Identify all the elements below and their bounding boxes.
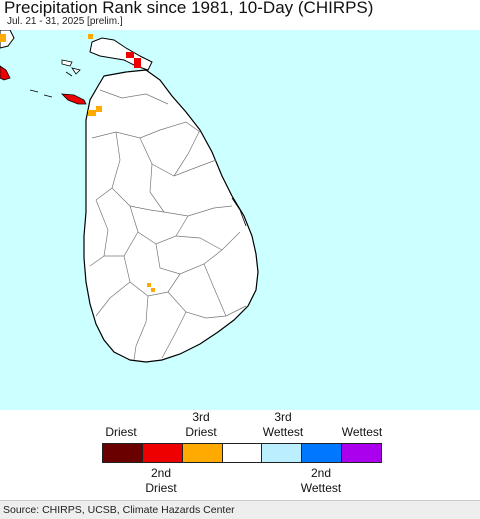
- footer-bar: Source: CHIRPS, UCSB, Climate Hazards Ce…: [0, 500, 480, 519]
- india-third-driest-cell: [0, 34, 6, 42]
- legend-label-wettest: Wettest: [341, 425, 383, 439]
- legend-label-second-driest: 2nd Driest: [145, 466, 177, 495]
- mannar-island: [60, 93, 87, 105]
- hills-third-driest-cell-b: [151, 288, 155, 292]
- legend-swatch-third-wettest: [262, 444, 303, 462]
- district-boundaries: [89, 89, 247, 361]
- hills-third-driest-cell-a: [147, 283, 151, 287]
- northern-islets: [61, 59, 81, 77]
- india-second-driest-patch: [0, 65, 11, 81]
- jaffna-second-driest-cell-a: [126, 52, 134, 58]
- source-credit: Source: CHIRPS, UCSB, Climate Hazards Ce…: [3, 504, 235, 516]
- legend-swatch-second-driest: [142, 444, 183, 462]
- legend-swatch-third-driest: [182, 444, 223, 462]
- legend-label-third-wettest: 3rd Wettest: [262, 410, 304, 439]
- jaffna-third-driest-cell: [88, 34, 93, 39]
- map-subtitle: Jul. 21 - 31, 2025 [prelim.]: [7, 16, 123, 27]
- legend-label-third-driest: 3rd Driest: [185, 410, 217, 439]
- legend-color-bar: [102, 443, 382, 463]
- map-title: Precipitation Rank since 1981, 10-Day (C…: [4, 0, 374, 17]
- puttalam-third-driest-cell-b: [96, 106, 102, 112]
- legend-swatch-normal: [222, 444, 263, 462]
- legend-swatch-driest: [103, 444, 143, 462]
- shoal-islands: [29, 89, 53, 98]
- legend-swatch-wettest: [342, 444, 382, 462]
- jaffna-second-driest-cell-b: [134, 58, 141, 68]
- precipitation-rank-map: [0, 30, 480, 410]
- puttalam-third-driest-cell-a: [88, 110, 96, 116]
- east-coast-lagoon: [231, 197, 247, 227]
- legend-swatch-second-wettest: [302, 444, 343, 462]
- legend-label-driest: Driest: [105, 425, 137, 439]
- legend-label-second-wettest: 2nd Wettest: [300, 466, 342, 495]
